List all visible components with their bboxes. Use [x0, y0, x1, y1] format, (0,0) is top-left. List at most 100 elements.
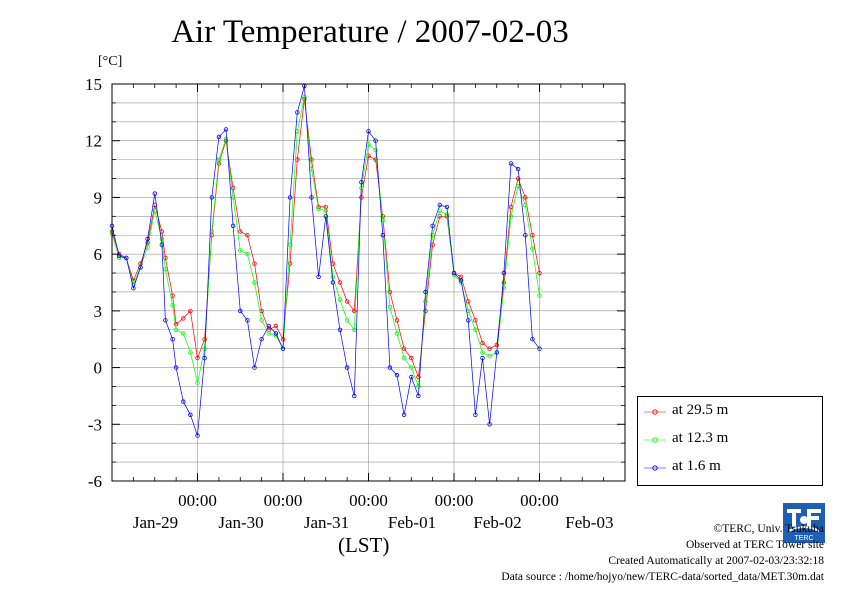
data-point [387, 365, 393, 370]
x-axis-unit: (LST) [338, 533, 390, 557]
data-point [401, 412, 407, 417]
data-point [437, 202, 442, 208]
data-point [352, 393, 357, 399]
data-point [394, 318, 400, 323]
y-tick-label: 15 [85, 75, 102, 94]
credits: ©TERC, Univ. Tsukuba Observed at TERC To… [501, 521, 824, 585]
data-point [373, 157, 378, 162]
data-point [401, 355, 407, 361]
data-point [501, 280, 507, 285]
data-point [188, 350, 193, 355]
x-tick-date-label: Feb-01 [388, 513, 436, 532]
series-0 [109, 96, 542, 380]
data-point [337, 280, 343, 285]
x-tick-date-label: Jan-31 [304, 513, 349, 532]
data-point [287, 242, 293, 247]
x-tick-date-label: Feb-03 [565, 513, 613, 532]
data-point [466, 299, 471, 304]
data-point [344, 299, 350, 304]
data-point [416, 384, 421, 389]
y-tick-label: -3 [88, 415, 102, 434]
data-point [501, 286, 507, 291]
y-tick-label: 0 [94, 359, 103, 378]
data-point [238, 248, 243, 253]
data-point [344, 318, 350, 323]
series-1 [109, 94, 542, 389]
data-point [230, 223, 236, 228]
data-point [330, 280, 336, 285]
data-point [195, 380, 200, 385]
data-point [223, 136, 229, 141]
data-point [259, 337, 264, 342]
data-point [173, 327, 179, 332]
x-tick-labels: 00:00Jan-2900:00Jan-3000:00Jan-3100:00Fe… [133, 491, 614, 532]
data-point [337, 297, 343, 302]
terc-logo: TERC [783, 503, 825, 543]
y-axis-unit: [°C] [98, 54, 123, 69]
data-point [245, 318, 250, 323]
data-point [473, 327, 478, 332]
data-point [252, 280, 257, 285]
data-point [163, 318, 168, 323]
data-point [252, 365, 257, 370]
data-point [295, 110, 300, 115]
logo-text: TERC [794, 535, 813, 542]
data-point [444, 212, 450, 217]
data-point [145, 236, 150, 242]
source-text: Data source : /home/hojyo/new/TERC-data/… [501, 571, 824, 583]
x-tick-time-label: 00:00 [178, 491, 217, 510]
data-point [216, 157, 222, 162]
data-point [252, 261, 257, 266]
x-tick-time-label: 00:00 [264, 491, 303, 510]
data-point [359, 180, 364, 185]
data-point [430, 223, 435, 228]
data-point [280, 337, 286, 342]
y-tick-label: -6 [88, 472, 102, 491]
data-point [138, 265, 143, 270]
data-point [530, 246, 535, 251]
data-point [409, 365, 414, 370]
data-point [181, 399, 186, 404]
data-point [230, 185, 236, 191]
data-point [195, 433, 200, 438]
data-point [352, 327, 357, 332]
series-layer [109, 83, 542, 438]
data-point [480, 340, 485, 346]
data-point [359, 195, 364, 200]
data-point [401, 346, 407, 351]
legend-label-1m: at 1.6 m [672, 458, 721, 474]
data-point [494, 350, 499, 355]
data-point [316, 274, 321, 279]
data-point [316, 206, 321, 211]
data-point [537, 346, 542, 351]
data-point [181, 331, 186, 336]
data-point [537, 270, 542, 276]
data-point [266, 323, 271, 329]
data-point [209, 195, 214, 200]
data-point [416, 374, 421, 380]
data-point [152, 208, 157, 213]
copyright-text: ©TERC, Univ. Tsukuba [713, 523, 824, 535]
data-point [508, 161, 514, 166]
data-point [245, 232, 250, 238]
data-point [223, 127, 229, 132]
data-point [466, 318, 471, 323]
data-point [487, 422, 492, 427]
data-point [238, 308, 243, 314]
data-point [423, 289, 428, 295]
data-point [394, 331, 400, 336]
data-point [309, 157, 314, 162]
data-point [159, 242, 165, 247]
data-point [238, 229, 243, 234]
x-tick-date-label: Feb-02 [473, 513, 521, 532]
series-line [111, 85, 540, 436]
legend-label-12m: at 12.3 m [672, 430, 729, 446]
legend-marker-green [644, 437, 666, 443]
data-point [344, 365, 350, 370]
data-point [451, 270, 457, 276]
data-point [302, 94, 307, 100]
data-point [202, 355, 207, 361]
data-point [170, 303, 175, 308]
data-point [487, 354, 492, 359]
